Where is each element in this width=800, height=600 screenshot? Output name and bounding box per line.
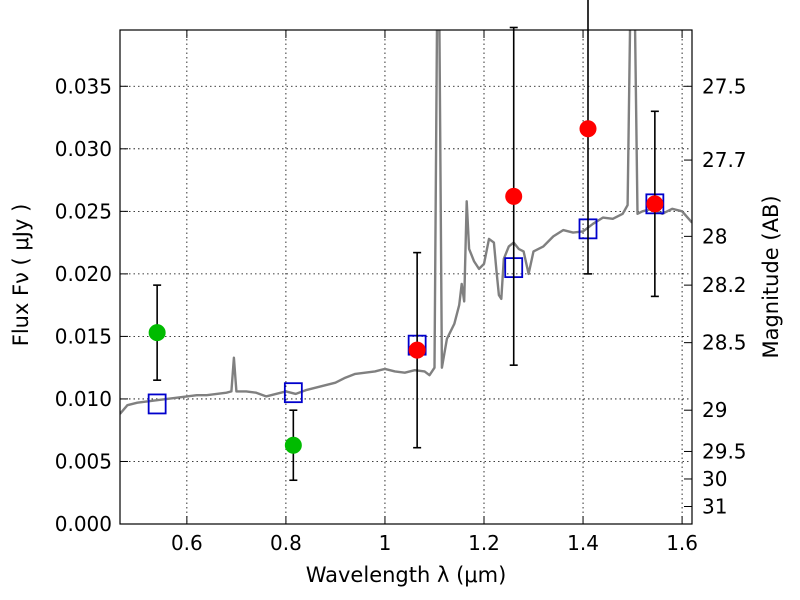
right-tick-label: 29.5 [702,439,747,463]
grid [120,30,692,524]
y-tick-label: 0.015 [55,324,112,348]
observed-point [505,187,523,205]
model-square [283,382,303,404]
model-square [147,393,167,415]
observed-point [284,436,302,454]
right-axis-label: Magnitude (AB) [759,195,783,358]
spectrum-line [120,30,692,415]
right-tick-label: 31 [702,494,727,518]
tick-labels: 0.6 0.8 1 1.2 1.4 1.6 0.000 0.005 0.010 0.015 0.02… [55,74,747,555]
plot-frame [119,29,693,525]
x-axis-label: Wavelength λ (μm) [306,563,507,587]
observed-point [646,195,664,213]
right-tick-label: 27.7 [702,148,747,172]
right-tick-label: 28.2 [702,273,747,297]
y-axis-label: Flux Fν ( μJy ) [9,204,33,347]
x-tick-label: 1.6 [666,531,698,555]
y-tick-label: 0.005 [55,449,112,473]
x-tick-label: 1.4 [567,531,599,555]
right-tick-label: 30 [702,467,727,491]
axes [119,29,693,525]
observed-point [579,120,597,138]
right-tick-label: 29 [702,398,727,422]
right-tick-label: 28 [702,224,727,248]
x-tick-label: 1.2 [468,531,500,555]
right-tick-label: 27.5 [702,74,747,98]
data-layer [120,30,692,415]
y-tick-label: 0.025 [55,199,112,223]
right-tick-label: 28.5 [702,331,747,355]
y-tick-label: 0.035 [55,74,112,98]
x-tick-label: 0.6 [171,531,203,555]
y-tick-label: 0.030 [55,137,112,161]
y-tick-label: 0.010 [55,387,112,411]
observed-point [408,341,426,359]
observed-point [148,324,166,342]
x-tick-label: 1 [379,531,392,555]
marker-layer [147,0,665,482]
y-tick-label: 0.000 [55,512,112,536]
y-tick-label: 0.020 [55,262,112,286]
x-tick-label: 0.8 [270,531,302,555]
